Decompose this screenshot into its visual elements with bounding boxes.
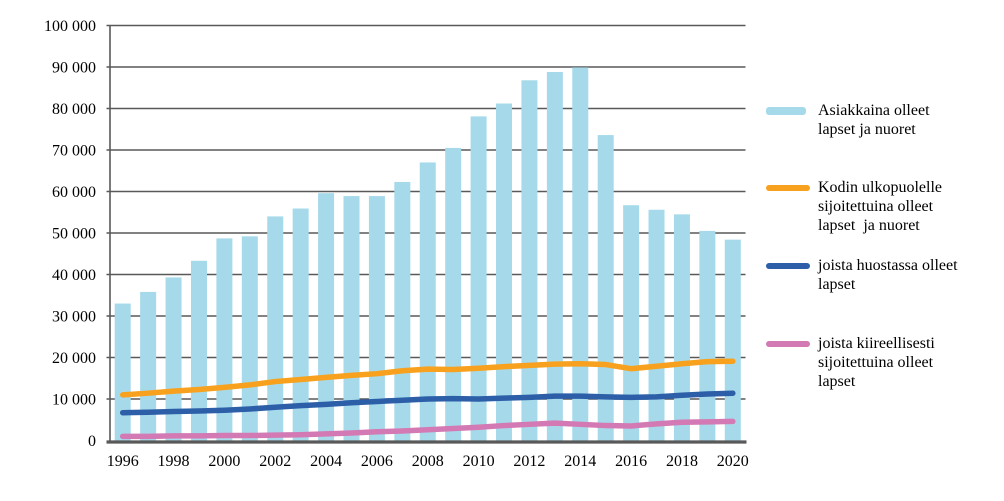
bar: [241, 236, 258, 441]
x-tick-label: 2010: [463, 453, 495, 470]
y-tick-label: 40 000: [52, 267, 96, 284]
bar: [343, 196, 360, 441]
x-tick-label: 2018: [666, 453, 698, 470]
y-tick-label: 60 000: [52, 184, 96, 201]
legend-label-asiakkaina: Asiakkaina olleet lapset ja nuoret: [818, 102, 930, 138]
bar: [470, 116, 487, 441]
y-tick-label: 90 000: [52, 60, 96, 77]
bar: [648, 209, 665, 441]
bar: [724, 239, 741, 441]
x-tick-label: 2012: [513, 453, 545, 470]
legend-swatch-line-icon: [766, 341, 810, 347]
legend-label-kiireelliset: joista kiireellisesti sijoitettuina olle…: [818, 335, 935, 390]
y-tick-label: 80 000: [52, 101, 96, 118]
x-tick-label: 2006: [361, 453, 393, 470]
axes: [106, 25, 747, 444]
bar: [572, 67, 589, 441]
bar: [521, 80, 538, 441]
y-tick-label: 100 000: [44, 18, 96, 35]
legend-item-huostassa: joista huostassa olleet lapset: [766, 256, 958, 294]
line-series-1: [119, 390, 736, 416]
legend-swatch-bar-icon: [766, 107, 806, 115]
x-tick-label: 1996: [107, 453, 139, 470]
x-tick-label: 2014: [564, 453, 596, 470]
x-tick-label: 2000: [208, 453, 240, 470]
x-axis-labels: 1996 1998 2000 2002 2004 2006 2008 2010 2012 2014…: [107, 453, 749, 470]
bar: [114, 303, 131, 441]
bar: [496, 103, 513, 441]
y-tick-label: 0: [88, 433, 96, 450]
legend-label-sijoitetut: Kodin ulkopuolelle sijoitettuina olleet …: [818, 179, 942, 234]
bar-series-asiakkaina: [114, 67, 741, 441]
y-tick-label: 10 000: [52, 392, 96, 409]
bar: [368, 196, 385, 441]
legend-item-kiireelliset: joista kiireellisesti sijoitettuina olle…: [766, 334, 935, 391]
bar: [699, 230, 716, 441]
bar: [140, 291, 157, 441]
legend-item-sijoitetut: Kodin ulkopuolelle sijoitettuina olleet …: [766, 178, 942, 235]
x-tick-label: 2016: [615, 453, 647, 470]
legend-swatch-line-icon: [766, 185, 810, 191]
y-tick-label: 70 000: [52, 143, 96, 160]
bar: [165, 277, 182, 441]
bar: [546, 71, 563, 441]
bar: [394, 181, 411, 441]
legend-label-huostassa: joista huostassa olleet lapset: [818, 257, 958, 293]
x-tick-label: 2008: [412, 453, 444, 470]
bar: [190, 260, 207, 441]
bar: [673, 214, 690, 441]
y-tick-label: 30 000: [52, 309, 96, 326]
line-series-0: [119, 358, 736, 398]
x-tick-label: 2002: [259, 453, 291, 470]
x-tick-label: 2004: [310, 453, 342, 470]
y-axis-labels: 0 10 000 20 000 30 000 40 000 50 000 60 000 70 …: [44, 18, 96, 450]
legend-swatch-line-icon: [766, 263, 810, 269]
x-tick-label: 2020: [717, 453, 749, 470]
y-tick-label: 20 000: [52, 350, 96, 367]
legend-item-asiakkaina: Asiakkaina olleet lapset ja nuoret: [766, 101, 930, 139]
y-tick-label: 50 000: [52, 226, 96, 243]
line-series-2: [119, 418, 736, 440]
x-tick-label: 1998: [158, 453, 190, 470]
bar: [623, 205, 640, 441]
